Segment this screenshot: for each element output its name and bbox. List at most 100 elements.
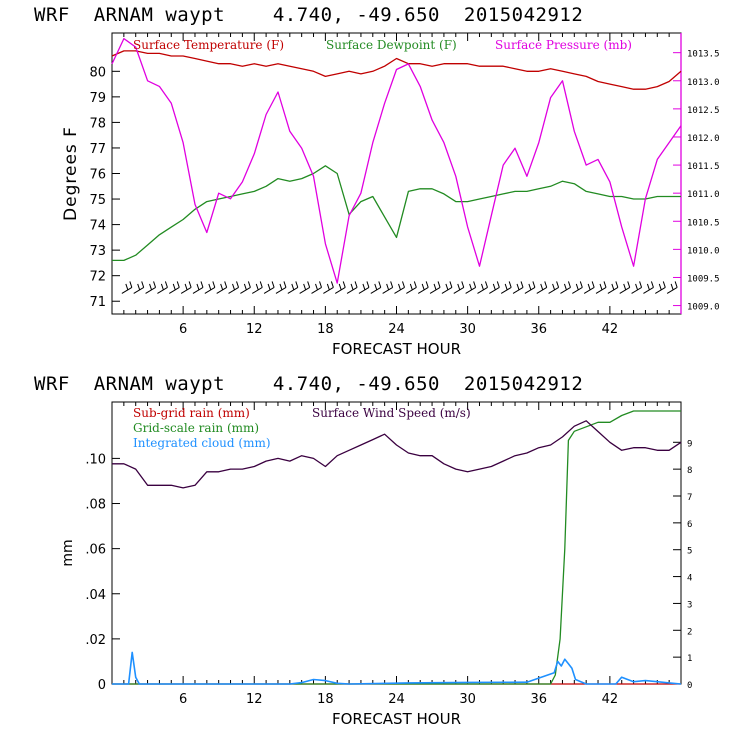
wind-barb-flag xyxy=(532,281,536,288)
wind-barb-flag xyxy=(247,281,251,288)
wind-barb xyxy=(572,287,583,294)
wind-barb-flag xyxy=(445,283,449,291)
wind-barb xyxy=(180,287,192,294)
wind-barb-flag xyxy=(141,281,145,288)
wind-barb xyxy=(311,287,322,294)
wind-barb xyxy=(524,287,536,294)
gridscale-rain-line xyxy=(112,410,681,685)
wind-barb xyxy=(228,287,239,294)
wind-barb-flag xyxy=(449,281,453,288)
wind-barb-flag xyxy=(362,283,366,291)
wind-barb-flag xyxy=(271,281,275,288)
wind-barb-flag xyxy=(350,283,354,291)
wind-barb-flag xyxy=(243,283,247,291)
wind-barb-flag xyxy=(508,281,512,288)
wind-barb-flag xyxy=(409,283,413,291)
wind-barb-flag xyxy=(149,283,153,291)
legend-entry: Surface Temperature (F) xyxy=(133,38,284,52)
wind-barb-flag xyxy=(279,283,283,291)
x-tick-label: 42 xyxy=(602,692,619,707)
y2-tick-label: 1011.0 xyxy=(687,190,720,200)
header-datetime: 2015042912 xyxy=(463,373,584,395)
wind-barb-flag xyxy=(200,281,204,288)
y2-tick-label: 2 xyxy=(687,627,692,637)
y2-tick-label: 9 xyxy=(687,439,692,449)
wind-barb-flag xyxy=(421,283,425,291)
y2-tick-label: 1009.5 xyxy=(687,274,720,284)
y-axis-label: Degrees F xyxy=(61,126,81,221)
wind-barb xyxy=(643,287,654,294)
wind-barb-flag xyxy=(196,283,200,291)
wind-barb-flag xyxy=(658,283,662,291)
wind-barb-flag xyxy=(587,283,591,291)
x-tick-label: 12 xyxy=(246,692,263,707)
wind-barb xyxy=(536,287,548,294)
chart-1-group xyxy=(111,32,682,315)
wind-barb xyxy=(655,287,666,294)
wind-barb-flag xyxy=(366,281,370,288)
legend-entry: Surface Pressure (mb) xyxy=(495,38,632,52)
wind-barb-flag xyxy=(639,281,643,288)
y-tick-label: 0 xyxy=(98,678,106,693)
wind-barb-flag xyxy=(338,283,342,291)
wind-barb xyxy=(334,287,346,294)
y2-tick-label: 6 xyxy=(687,520,692,530)
wind-barb xyxy=(560,287,571,294)
wind-barb xyxy=(548,287,559,294)
wind-barb-flag xyxy=(599,283,603,291)
wind-barb-flag xyxy=(232,283,236,291)
wind-barb xyxy=(512,287,524,294)
y2-tick-label: 5 xyxy=(687,547,692,557)
wind-barb xyxy=(595,287,607,294)
y2-tick-label: 1012.5 xyxy=(687,106,720,116)
x-tick-label: 6 xyxy=(179,322,187,337)
wind-barb-flag xyxy=(386,283,390,291)
wind-barb-flag xyxy=(457,283,461,291)
y2-tick-label: 1011.5 xyxy=(687,162,720,172)
wind-barb xyxy=(287,287,299,294)
wind-barb-flag xyxy=(236,281,240,288)
wind-barb-flag xyxy=(390,281,394,288)
wind-barb-flag xyxy=(544,281,548,288)
x-tick-label: 36 xyxy=(530,322,547,337)
wind-barb xyxy=(192,287,204,294)
wind-barb xyxy=(619,287,630,294)
y-tick-label: 73 xyxy=(89,244,106,259)
wind-barb-flag xyxy=(611,283,615,291)
y2-tick-label: 1010.0 xyxy=(687,246,720,256)
x-tick-label: 18 xyxy=(317,322,334,337)
y-tick-label: 72 xyxy=(89,270,106,285)
wind-barb-flag xyxy=(496,281,500,288)
wind-barb xyxy=(275,287,287,294)
wind-barb-flag xyxy=(184,283,188,291)
wind-barb-flag xyxy=(492,283,496,291)
wind-barb xyxy=(169,287,180,294)
wind-barb-flag xyxy=(303,283,307,291)
wind-barb xyxy=(121,287,133,294)
wind-barb-flag xyxy=(469,283,473,291)
wind-barb-flag xyxy=(520,281,524,288)
wind-barb-flag xyxy=(374,283,378,291)
wind-barb-flag xyxy=(504,283,508,291)
wind-barb-flag xyxy=(129,281,133,288)
wind-barb xyxy=(465,287,476,294)
bottom-chart-header: WRF ARNAM waypt 4.740, -49.650 201504291… xyxy=(34,373,583,395)
y-tick-label: 78 xyxy=(89,116,106,131)
y2-tick-label: 3 xyxy=(687,600,692,610)
header-station: ARNAM waypt xyxy=(93,4,226,26)
wind-barb-flag xyxy=(433,283,437,291)
wind-barb-flag xyxy=(220,283,224,291)
wind-barb-flag xyxy=(172,283,176,291)
x-tick-label: 30 xyxy=(459,692,476,707)
wind-barb xyxy=(631,287,642,294)
wind-barb-flag xyxy=(402,281,405,288)
y2-tick-label: 0 xyxy=(687,681,692,691)
x-tick-label: 18 xyxy=(317,692,334,707)
legend-entry: Integrated cloud (mm) xyxy=(133,436,271,450)
wind-barb xyxy=(263,287,275,294)
wind-barb-flag xyxy=(528,283,532,291)
wind-barb-flag xyxy=(670,283,674,291)
wind-barb xyxy=(204,287,216,294)
wind-barb xyxy=(477,287,488,294)
